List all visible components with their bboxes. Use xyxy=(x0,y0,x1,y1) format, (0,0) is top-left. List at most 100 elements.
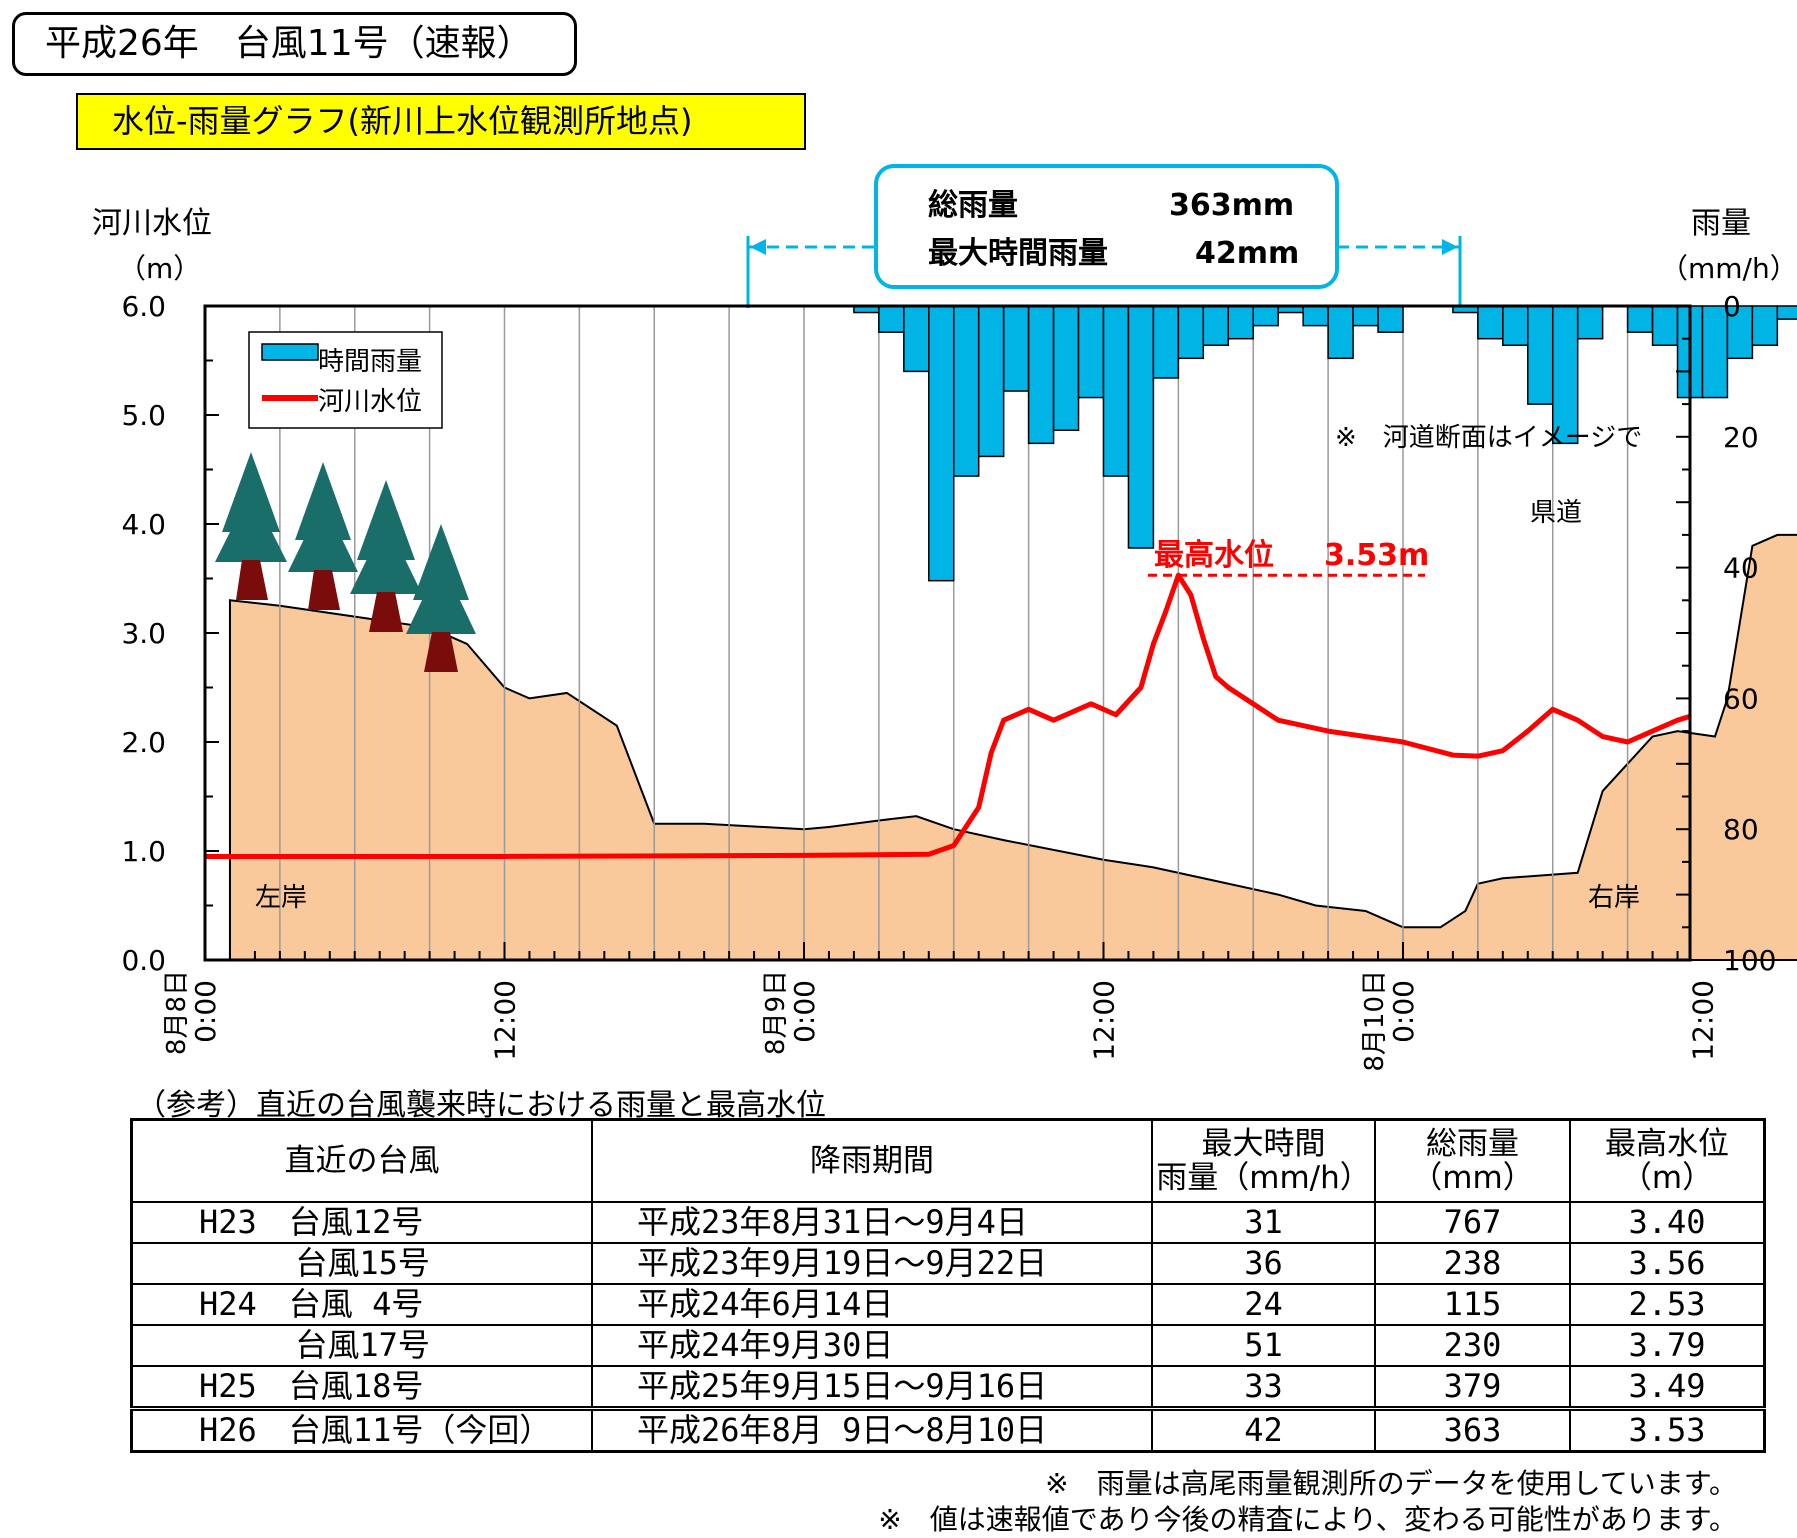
rain-bar xyxy=(903,305,930,373)
left-tick-label: 1.0 xyxy=(121,835,166,868)
rain-bar xyxy=(928,305,955,582)
left-axis-title: 河川水位 xyxy=(92,206,212,241)
cell-period: 平成24年9月30日 xyxy=(591,1324,1153,1367)
rain-bar xyxy=(1551,305,1579,445)
cell-typhoon: 台風17号 xyxy=(130,1324,593,1367)
rain-bar xyxy=(1127,305,1155,549)
cell-peak: 3.49 xyxy=(1569,1365,1766,1410)
rain-bar xyxy=(1502,305,1529,346)
water-level-line xyxy=(205,572,1690,859)
cell-max-hourly: 24 xyxy=(1151,1283,1376,1326)
left-tick-label: 0.0 xyxy=(121,944,166,977)
rain-period-arrowhead-left xyxy=(750,239,766,255)
cell-period: 平成23年8月31日～9月4日 xyxy=(591,1201,1153,1244)
header-typhoon: 直近の台風 xyxy=(130,1118,593,1203)
right-tick-label: 0 xyxy=(1723,290,1741,323)
trees-illustration xyxy=(215,452,476,672)
cell-total: 379 xyxy=(1374,1365,1571,1410)
x-tick-date-label: 8月8日 xyxy=(162,970,192,1055)
table-header-row: 直近の台風 降雨期間 最大時間 雨量（mm/h） 総雨量 （mm） 最高水位 （m） xyxy=(130,1118,1766,1203)
left-tick-label: 2.0 xyxy=(121,726,166,759)
legend-level-label: 河川水位 xyxy=(318,387,422,417)
footnote-rain-source: ※ 雨量は高尾雨量観測所のデータを使用しています。 xyxy=(1045,1467,1737,1500)
table-row: 台風15号 平成23年9月19日～9月22日 36 238 3.56 xyxy=(130,1242,1766,1285)
rain-bar xyxy=(1302,305,1329,327)
max-level-annotation: 最高水位 3.53m xyxy=(1148,538,1429,577)
cell-typhoon: H24 台風 4号 xyxy=(130,1283,593,1326)
cell-total: 115 xyxy=(1374,1283,1571,1326)
cell-peak: 2.53 xyxy=(1569,1283,1766,1326)
rain-bar xyxy=(1077,305,1105,399)
header-max-hourly: 最大時間 雨量（mm/h） xyxy=(1151,1118,1376,1203)
rain-bar xyxy=(1626,305,1654,333)
cell-typhoon: 台風15号 xyxy=(130,1242,593,1285)
total-rain-value: 363mm xyxy=(1169,188,1294,223)
legend-rain-swatch xyxy=(261,343,319,361)
rain-bar xyxy=(1202,305,1230,346)
rain-bar xyxy=(1726,305,1754,360)
rain-bar xyxy=(878,305,905,333)
rain-bar xyxy=(1052,305,1080,432)
tree-icon xyxy=(215,452,287,600)
cell-peak: 3.53 xyxy=(1569,1406,1766,1453)
road-label: 県道 xyxy=(1530,498,1582,528)
rain-bar xyxy=(1751,305,1779,346)
header-period: 降雨期間 xyxy=(591,1118,1153,1203)
table-row: H25 台風18号 平成25年9月15日～9月16日 33 379 3.49 xyxy=(130,1365,1766,1410)
rain-bar xyxy=(1102,305,1130,477)
cell-total: 363 xyxy=(1374,1406,1571,1453)
header-total-line1: 総雨量 xyxy=(1426,1126,1519,1162)
cell-total: 767 xyxy=(1374,1201,1571,1244)
left-tick-label: 6.0 xyxy=(121,290,166,323)
rain-bar xyxy=(1252,305,1279,327)
header-total: 総雨量 （mm） xyxy=(1374,1118,1571,1203)
header-peak: 最高水位 （m） xyxy=(1569,1118,1766,1203)
rain-bar xyxy=(1177,305,1205,360)
header-peak-line1: 最高水位 xyxy=(1605,1126,1729,1162)
rain-bar xyxy=(1477,305,1504,340)
cell-typhoon: H26 台風11号（今回） xyxy=(130,1406,593,1453)
header-total-line2: （mm） xyxy=(1411,1160,1534,1196)
rain-summary-box: 総雨量 363mm 最大時間雨量 42mm xyxy=(746,164,1462,308)
x-tick-time-label: 0:00 xyxy=(189,980,222,1043)
rain-bar xyxy=(952,305,980,477)
rain-bar xyxy=(1027,305,1055,445)
x-tick-date-label: 8月10日 xyxy=(1360,970,1390,1072)
left-tick-label: 3.0 xyxy=(121,617,166,650)
cell-typhoon: H25 台風18号 xyxy=(130,1365,593,1410)
right-tick-label: 80 xyxy=(1723,813,1759,846)
rain-period-arrowhead-right xyxy=(1442,239,1458,255)
x-tick-time-label: 0:00 xyxy=(788,980,821,1043)
cell-typhoon: H23 台風12号 xyxy=(130,1201,593,1244)
header-peak-line2: （m） xyxy=(1620,1160,1714,1196)
table-row: H23 台風12号 平成23年8月31日～9月4日 31 767 3.40 xyxy=(130,1201,1766,1244)
cell-max-hourly: 42 xyxy=(1151,1406,1376,1453)
right-tick-label: 60 xyxy=(1723,682,1759,715)
reference-table: 直近の台風 降雨期間 最大時間 雨量（mm/h） 総雨量 （mm） 最高水位 （m） … xyxy=(130,1118,1766,1453)
legend: 時間雨量 河川水位 xyxy=(248,331,443,429)
x-tick-date-label: 8月9日 xyxy=(761,970,791,1055)
rain-bar xyxy=(1527,305,1554,405)
rain-bar xyxy=(1327,305,1354,360)
right-bank-label: 右岸 xyxy=(1588,883,1640,913)
rain-summary-frame xyxy=(874,164,1339,289)
max-level-label: 最高水位 xyxy=(1154,538,1274,573)
x-tick-time-label: 12:00 xyxy=(1686,980,1719,1061)
chart-subtitle: 水位-雨量グラフ(新川上水位観測所地点) xyxy=(76,93,806,150)
page-title: 平成26年 台風11号（速報） xyxy=(12,12,577,76)
reference-caption: （参考）直近の台風襲来時における雨量と最高水位 xyxy=(136,1088,826,1123)
cell-period: 平成25年9月15日～9月16日 xyxy=(591,1365,1153,1410)
header-max-hourly-line1: 最大時間 xyxy=(1201,1126,1326,1162)
cell-max-hourly: 33 xyxy=(1151,1365,1376,1410)
right-tick-label: 40 xyxy=(1723,552,1759,585)
x-tick-time-label: 0:00 xyxy=(1387,980,1420,1043)
rain-bar xyxy=(1002,305,1030,392)
cell-max-hourly: 51 xyxy=(1151,1324,1376,1367)
x-tick-time-label: 12:00 xyxy=(1087,980,1120,1061)
tree-icon xyxy=(288,462,358,610)
left-axis-unit: （m） xyxy=(118,252,201,285)
rain-bar xyxy=(977,305,1005,458)
rain-bar xyxy=(1701,305,1729,399)
cell-total: 230 xyxy=(1374,1324,1571,1367)
x-tick-time-label: 12:00 xyxy=(488,980,521,1061)
